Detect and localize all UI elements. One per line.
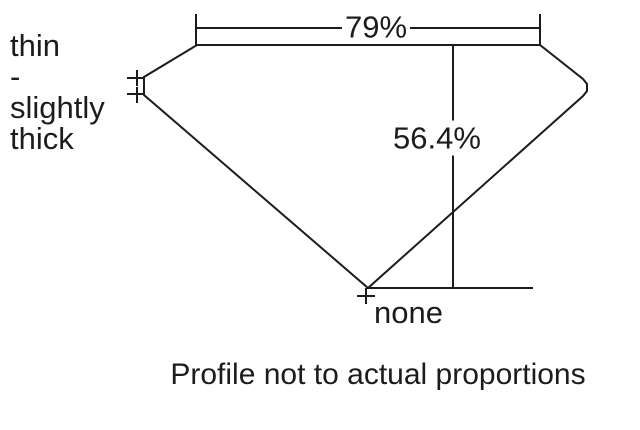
diamond-outline [143, 44, 588, 290]
caption-text: Profile not to actual proportions [170, 358, 586, 391]
culet-cross-mark [357, 288, 375, 304]
girdle-thickness-ticks [127, 70, 145, 103]
girdle-thickness-label: thin - slightly thick [10, 28, 105, 156]
table-width-percent-label: 79% [341, 11, 411, 43]
depth-percent-label: 56.4% [390, 120, 484, 156]
culet-label: none [374, 295, 443, 330]
